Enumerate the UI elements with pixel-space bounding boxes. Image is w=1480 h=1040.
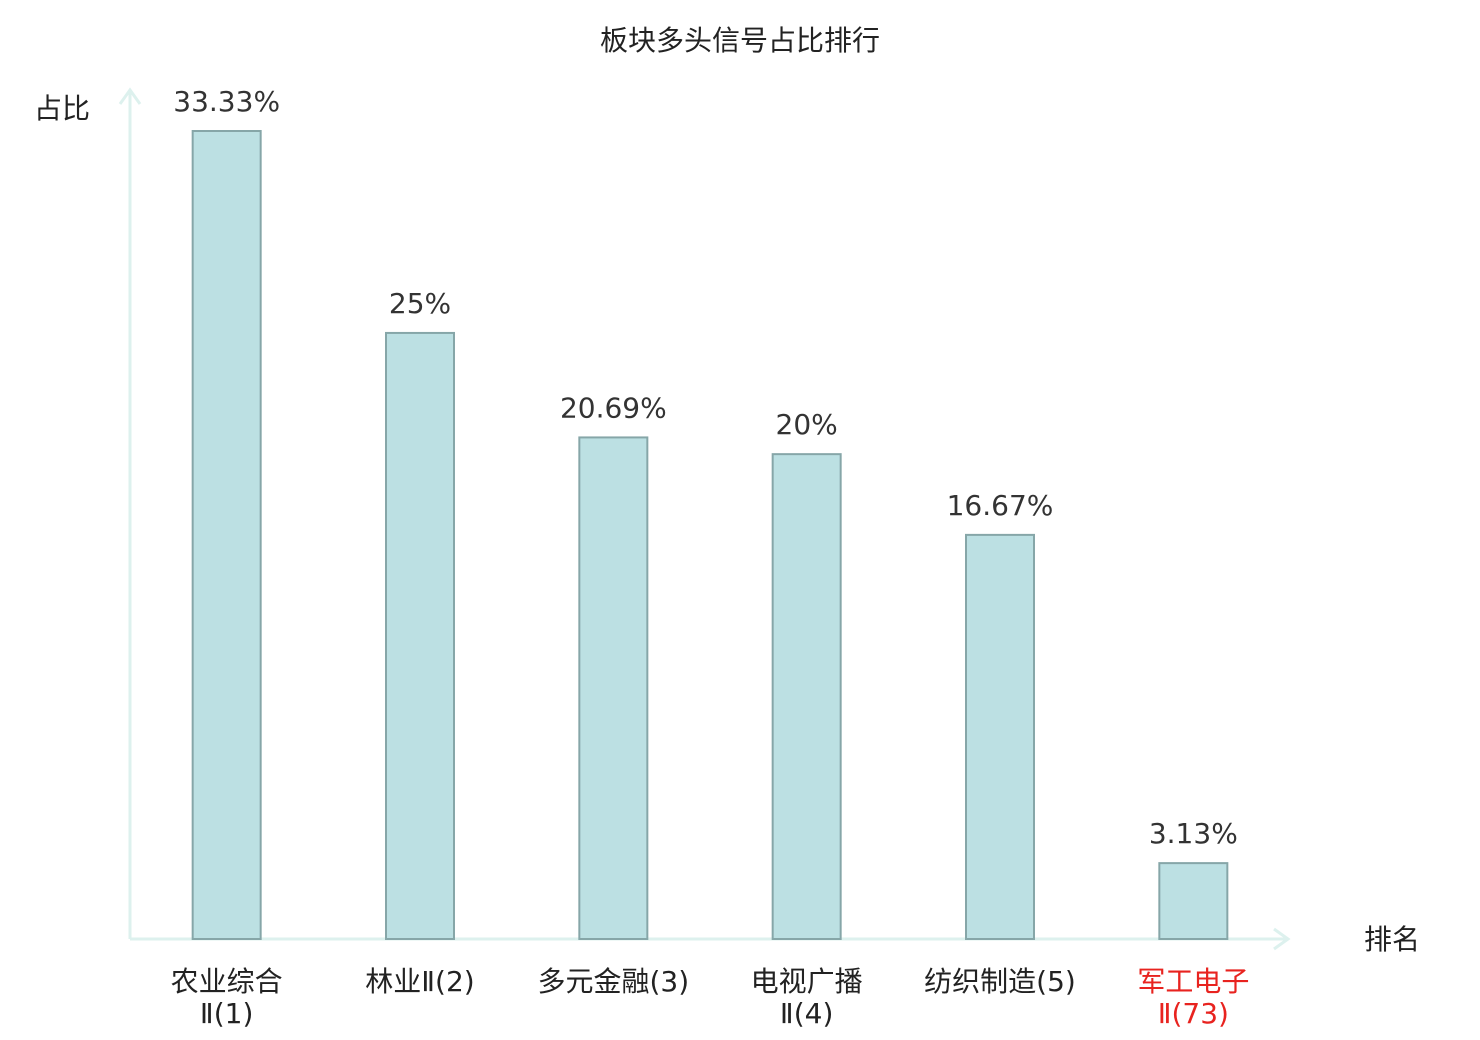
bar — [771, 453, 842, 940]
x-tick-label: 多元金融(3) — [537, 965, 690, 998]
bar — [1158, 862, 1229, 940]
value-label: 3.13% — [1149, 817, 1238, 850]
x-tick-label: 农业综合 Ⅱ(1) — [170, 965, 283, 1030]
bar — [965, 533, 1035, 940]
x-tick-label: 林业Ⅱ(2) — [365, 965, 475, 998]
value-label: 33.33% — [173, 85, 280, 118]
value-label: 16.67% — [947, 489, 1054, 522]
y-axis-arrow — [118, 87, 142, 105]
bar — [578, 436, 649, 940]
value-label: 25% — [389, 287, 451, 320]
chart-title: 板块多头信号占比排行 — [600, 24, 880, 57]
x-tick-label: 纺织制造(5) — [924, 965, 1076, 998]
x-tick-label: 军工电子 Ⅱ(73) — [1137, 965, 1250, 1030]
x-axis-arrow — [1273, 927, 1291, 951]
value-label: 20.69% — [560, 391, 667, 424]
x-axis-title: 排名 — [1364, 923, 1420, 956]
bar — [191, 130, 262, 940]
x-tick-label: 电视广播 Ⅱ(4) — [750, 965, 863, 1030]
axes — [118, 87, 1291, 951]
bar — [385, 331, 455, 940]
value-label: 20% — [776, 408, 838, 441]
y-axis-title: 占比 — [34, 92, 90, 125]
